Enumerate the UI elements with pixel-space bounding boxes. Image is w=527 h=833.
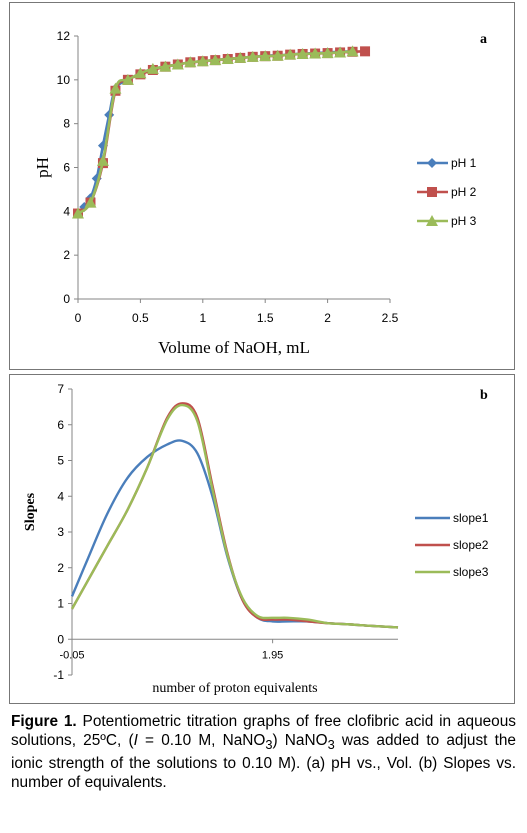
y-tick-label: 10 [57,73,71,87]
y-tick-label: 2 [63,248,70,262]
legend-label: pH 2 [451,185,477,199]
y-tick-label: 6 [57,418,64,432]
slopes-chart: -1 0 1 2 3 4 5 6 7 -0.05 1.95 number of proton equi… [23,382,489,696]
y-tick-label: 7 [57,382,64,396]
x-tick-label: -0.05 [59,649,84,661]
figure-caption: Figure 1. Potentiometric titration graph… [11,712,516,792]
data-point-marker [271,49,284,61]
y-tick-label: 5 [57,454,64,468]
y-tick-label: 4 [63,204,70,218]
data-point-marker [109,82,122,94]
y-tick-label: 0 [57,632,64,646]
chart-panel-a: 0 2 4 6 8 10 12 0 0.5 1 1.5 2 2.5 Volume of NaOH, mL p… [9,2,515,370]
y-tick-label: 3 [57,525,64,539]
panel-label: b [480,388,488,403]
x-axis-label: number of proton equivalents [152,681,317,696]
caption-text-3: ) NaNO [272,732,328,749]
y-tick-label: 12 [57,29,71,43]
data-point-marker [121,73,134,85]
data-point-marker [134,67,147,79]
data-point-marker [234,51,247,63]
data-point-marker [184,56,197,68]
x-tick-label: 1.5 [257,311,274,325]
y-tick-label: -1 [53,668,64,682]
legend-label: pH 3 [451,214,477,228]
y-tick-label: 6 [63,161,70,175]
data-point-marker [259,50,272,62]
x-tick-label: 2.5 [382,311,399,325]
y-tick-label: 4 [57,489,64,503]
series-line [70,402,399,629]
caption-lead: Figure 1. [11,713,77,730]
data-point-marker [209,54,222,66]
y-axis-label: Slopes [23,492,38,531]
data-point-marker [159,60,172,72]
y-tick-label: 0 [63,292,70,306]
data-point-marker [72,207,84,219]
data-point-marker [84,196,97,208]
legend-label: slope2 [453,538,489,552]
data-point-marker [96,154,109,166]
data-point-marker [196,55,209,67]
data-point-marker [309,47,322,59]
x-tick-label: 0.5 [132,311,149,325]
x-tick-label: 0 [75,311,82,325]
series-line [77,50,353,215]
data-point-marker [346,45,359,57]
x-tick-label: 1 [199,311,206,325]
panel-label: a [480,32,487,47]
legend-label: slope1 [453,511,489,525]
caption-text-2: = 0.10 M, NaNO [137,732,266,749]
y-axis-label: pH [33,157,52,178]
data-point-marker [284,48,297,60]
series-line [77,50,353,215]
legend-label: slope3 [453,565,489,579]
y-tick-label: 8 [63,117,70,131]
legend-marker [427,187,437,197]
caption-italic-i: I [133,732,138,749]
y-tick-label: 2 [57,561,64,575]
data-point-marker [296,47,309,59]
legend-marker [426,215,438,226]
caption-sub-1: 3 [265,737,273,753]
data-point-marker [321,47,334,59]
data-point-marker [221,53,234,65]
data-point-marker [171,58,184,70]
legend-marker [427,158,437,168]
x-tick-label: 2 [324,311,331,325]
data-point-marker [246,50,259,62]
caption-sub-2: 3 [327,737,335,753]
data-point-marker [146,62,159,74]
data-point-marker [360,46,371,57]
ph-titration-chart: 0 2 4 6 8 10 12 0 0.5 1 1.5 2 2.5 Volume of NaOH, mL p… [33,29,487,357]
legend-label: pH 1 [451,156,477,170]
x-tick-label: 1.95 [262,649,283,661]
caption-text-1: Potentiometric titration graphs of free … [11,713,516,749]
chart-panel-b: -1 0 1 2 3 4 5 6 7 -0.05 1.95 number of proton equi… [9,374,515,704]
series-line [77,50,366,215]
x-axis-label: Volume of NaOH, mL [158,338,310,357]
series-line [70,439,399,629]
series-line [70,403,399,629]
data-point-marker [334,46,347,58]
y-tick-label: 1 [57,597,64,611]
caption-text-4: was added to adjust the ionic strength o… [11,732,516,792]
